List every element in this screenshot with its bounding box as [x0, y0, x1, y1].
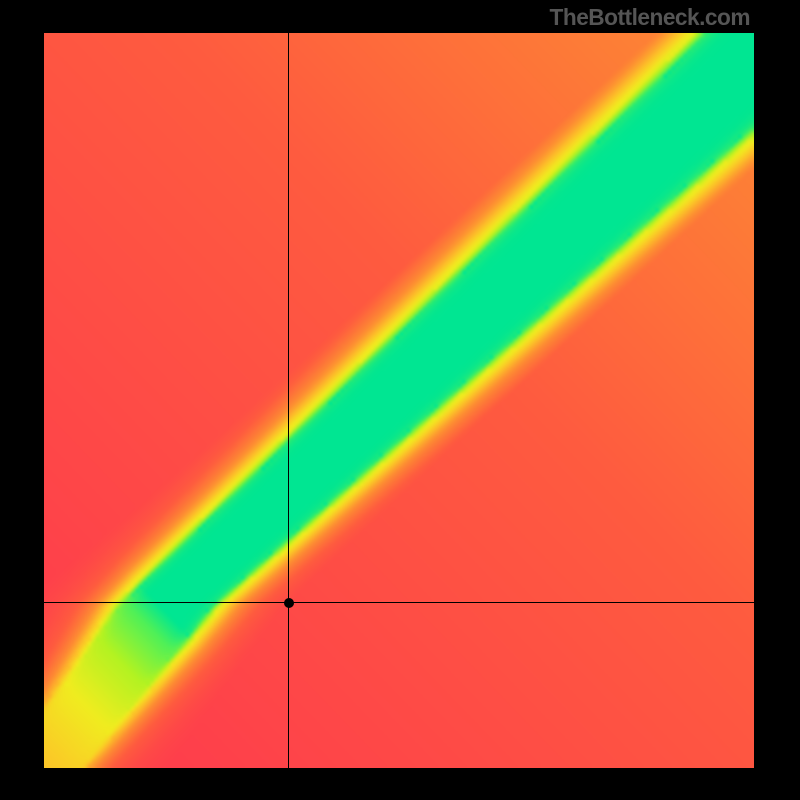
heatmap-canvas [44, 33, 754, 768]
watermark-text: TheBottleneck.com [550, 4, 750, 31]
crosshair-vertical [288, 33, 289, 768]
chart-container: TheBottleneck.com [0, 0, 800, 800]
data-point-marker [284, 598, 294, 608]
plot-area [44, 33, 754, 768]
crosshair-horizontal [44, 602, 754, 603]
